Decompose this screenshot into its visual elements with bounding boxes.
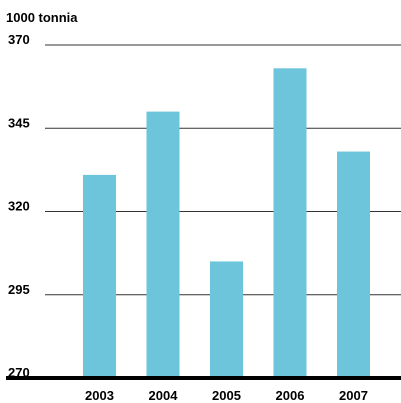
x-tick-label: 2003: [85, 388, 114, 403]
bar: [273, 68, 307, 378]
bar: [82, 174, 117, 378]
y-tick-label: 370: [8, 32, 30, 47]
x-tick-label: 2004: [149, 388, 179, 403]
y-tick-label: 320: [8, 199, 30, 214]
y-axis-label: 1000 tonnia: [6, 10, 78, 25]
bar: [146, 111, 180, 378]
x-tick-label: 2005: [212, 388, 241, 403]
bar: [209, 261, 244, 378]
y-tick-label: 345: [8, 115, 30, 130]
x-tick-label: 2006: [276, 388, 305, 403]
y-tick-label: 295: [8, 282, 30, 297]
x-tick-label: 2007: [339, 388, 368, 403]
bar: [336, 151, 371, 378]
